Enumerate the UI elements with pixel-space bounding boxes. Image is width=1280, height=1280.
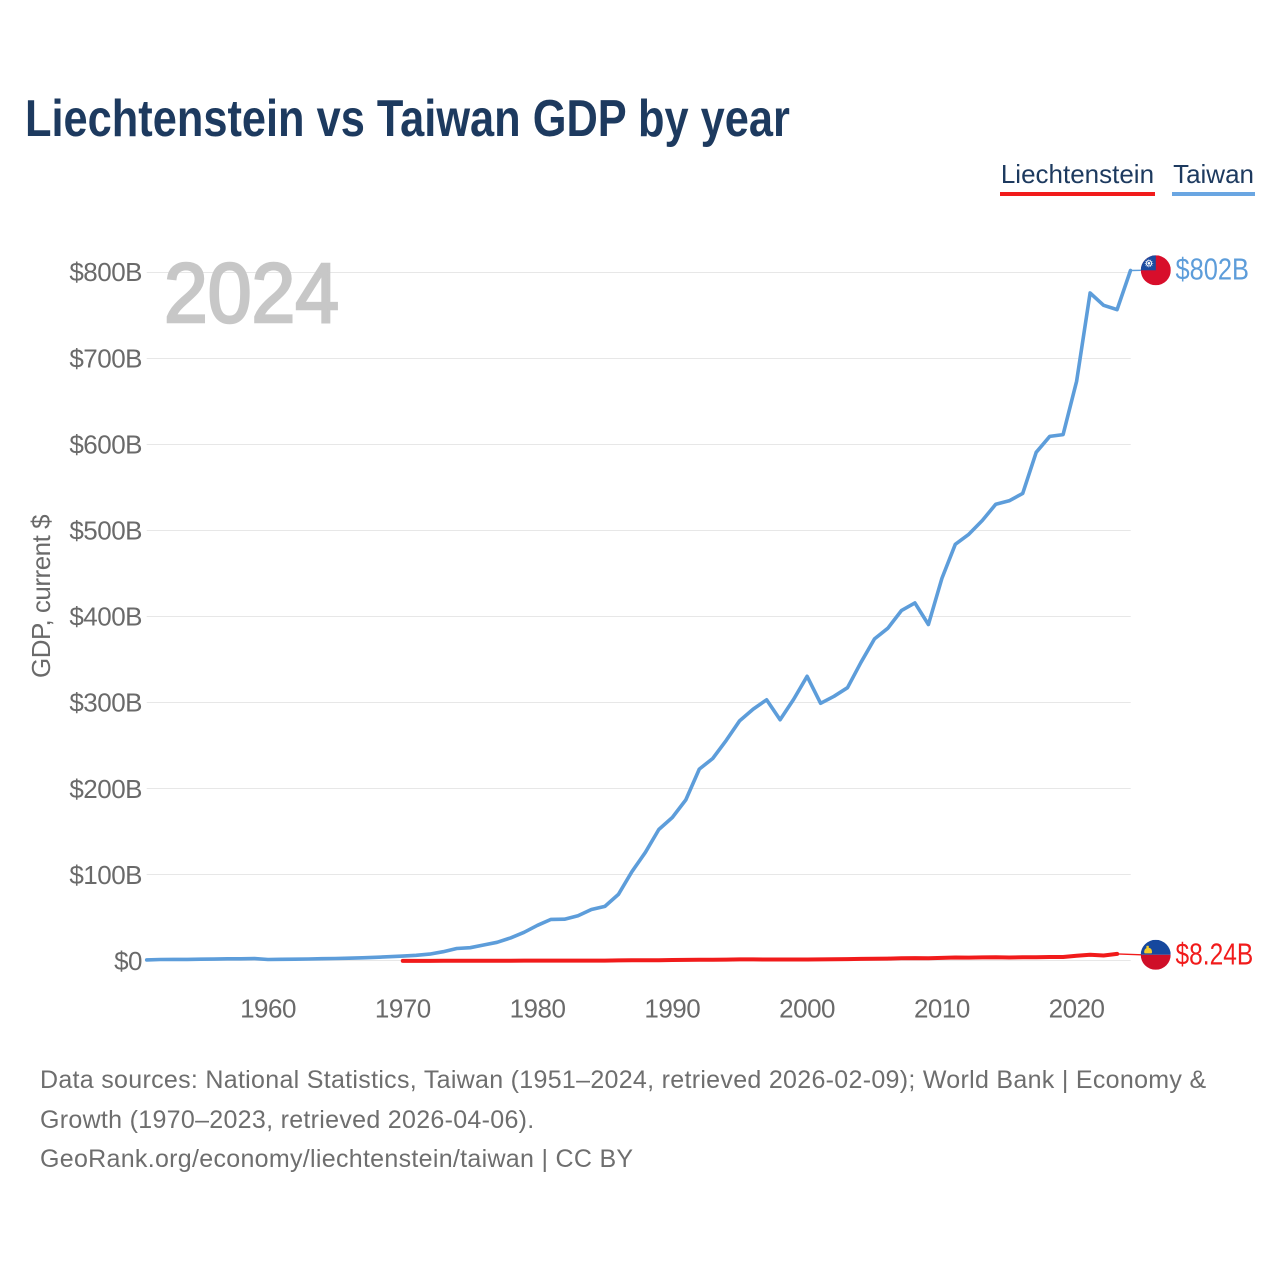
svg-text:1980: 1980 <box>510 994 566 1024</box>
svg-text:1970: 1970 <box>375 994 431 1024</box>
svg-text:2000: 2000 <box>779 994 835 1024</box>
svg-text:$0: $0 <box>114 946 142 976</box>
svg-text:$200B: $200B <box>69 774 142 804</box>
svg-text:$500B: $500B <box>69 516 142 546</box>
svg-text:GDP, current $: GDP, current $ <box>26 514 56 678</box>
svg-text:$802B: $802B <box>1176 252 1250 287</box>
svg-text:$100B: $100B <box>69 860 142 890</box>
svg-text:$8.24B: $8.24B <box>1176 937 1254 972</box>
svg-text:$600B: $600B <box>69 429 142 459</box>
svg-text:1990: 1990 <box>644 994 700 1024</box>
svg-text:$400B: $400B <box>69 602 142 632</box>
svg-text:2024: 2024 <box>164 246 339 340</box>
svg-text:$300B: $300B <box>69 688 142 718</box>
svg-text:2010: 2010 <box>914 994 970 1024</box>
svg-text:$800B: $800B <box>69 257 142 287</box>
svg-text:2020: 2020 <box>1049 994 1105 1024</box>
svg-text:1960: 1960 <box>240 994 296 1024</box>
svg-text:$700B: $700B <box>69 343 142 373</box>
